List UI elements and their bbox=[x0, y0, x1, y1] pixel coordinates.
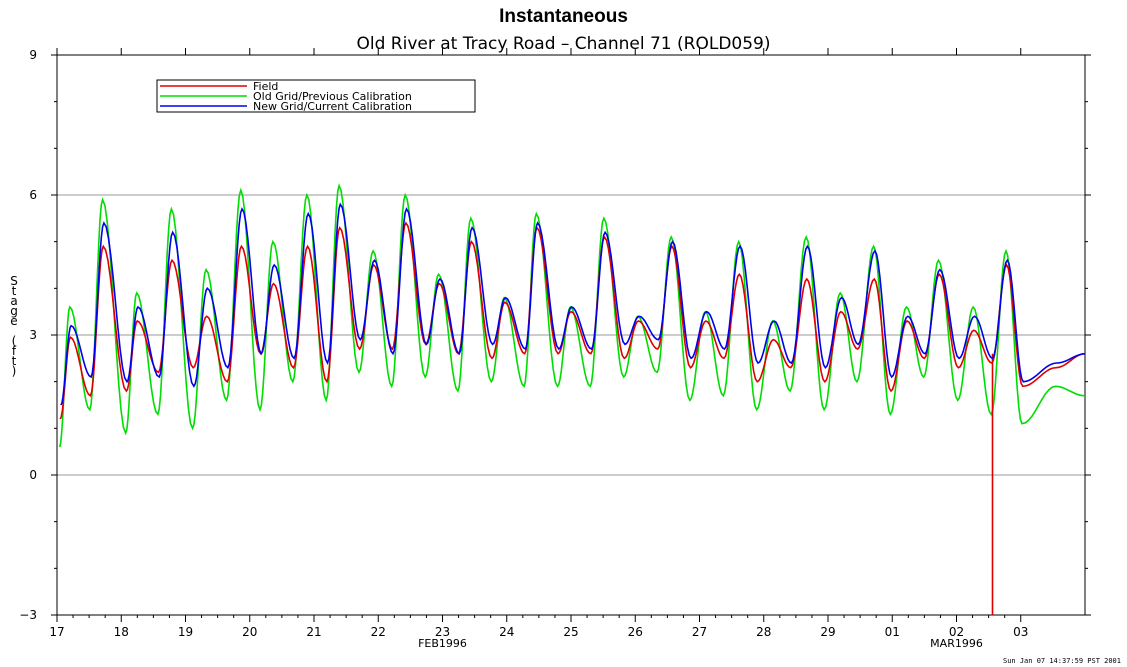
series-line-field bbox=[59, 221, 1085, 615]
x-tick-label: 17 bbox=[49, 625, 64, 639]
y-tick-label: 3 bbox=[29, 328, 37, 342]
chart-subtitle: Old River at Tracy Road – Channel 71 (RO… bbox=[356, 34, 771, 54]
x-tick-label: 02 bbox=[949, 625, 964, 639]
timestamp-footnote: Sun Jan 07 14:37:59 PST 2001 bbox=[1002, 657, 1121, 665]
series-line-old bbox=[58, 183, 1085, 448]
x-tick-label: 19 bbox=[178, 625, 193, 639]
x-tick-label: 25 bbox=[563, 625, 578, 639]
x-month-label: FEB1996 bbox=[418, 637, 467, 650]
legend-label: Field bbox=[253, 80, 278, 93]
y-tick-label: 6 bbox=[29, 188, 37, 202]
x-tick-label: 26 bbox=[628, 625, 643, 639]
x-tick-label: 24 bbox=[499, 625, 514, 639]
series-line-new bbox=[60, 202, 1085, 406]
x-tick-label: 29 bbox=[820, 625, 835, 639]
x-month-label: MAR1996 bbox=[930, 637, 983, 650]
x-tick-label: 27 bbox=[692, 625, 707, 639]
y-tick-label: 0 bbox=[29, 468, 37, 482]
y-tick-label: −3 bbox=[19, 608, 37, 622]
x-tick-label: 18 bbox=[114, 625, 129, 639]
x-tick-label: 21 bbox=[306, 625, 321, 639]
x-tick-label: 22 bbox=[371, 625, 386, 639]
legend-label: New Grid/Current Calibration bbox=[253, 100, 412, 113]
x-tick-label: 01 bbox=[885, 625, 900, 639]
y-tick-label: 9 bbox=[29, 48, 37, 62]
x-tick-label: 20 bbox=[242, 625, 257, 639]
chart-title: Instantaneous bbox=[499, 6, 628, 27]
x-tick-label: 28 bbox=[756, 625, 771, 639]
legend-label: Old Grid/Previous Calibration bbox=[253, 90, 412, 103]
x-tick-label: 23 bbox=[435, 625, 450, 639]
x-tick-label: 03 bbox=[1013, 625, 1028, 639]
